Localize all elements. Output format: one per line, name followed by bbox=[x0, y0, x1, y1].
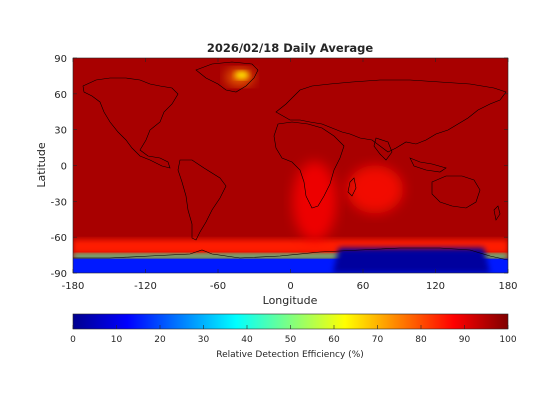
y-axis: 90 60 30 0 -30 -60 -90 bbox=[51, 54, 508, 280]
x-tick-label: -120 bbox=[134, 281, 157, 292]
colorbar-tick-label: 70 bbox=[372, 335, 384, 345]
greenland-core bbox=[234, 71, 249, 80]
x-tick-label: 60 bbox=[357, 281, 370, 292]
coastline-greenland bbox=[195, 61, 259, 93]
y-tick-label: 30 bbox=[54, 126, 67, 137]
coastline-africa bbox=[273, 121, 345, 209]
colorbar-ticks: 0 10 20 30 40 50 60 70 80 90 100 bbox=[70, 325, 517, 345]
colorbar-tick-label: 40 bbox=[241, 335, 253, 345]
y-tick-label: 60 bbox=[54, 90, 67, 101]
y-tick-label: 0 bbox=[61, 162, 67, 173]
field-feature-indian-ocean bbox=[347, 165, 404, 214]
map-plot-area bbox=[73, 58, 508, 273]
x-axis-label: Longitude bbox=[263, 294, 318, 307]
colorbar-label: Relative Detection Efficiency (%) bbox=[216, 350, 364, 360]
antarctic-east-low bbox=[332, 247, 490, 273]
field-features bbox=[73, 69, 508, 273]
coastline-india bbox=[373, 137, 393, 161]
coastline-australia bbox=[431, 175, 481, 209]
chart-title: 2026/02/18 Daily Average bbox=[207, 41, 374, 55]
x-tick-label: 120 bbox=[426, 281, 445, 292]
colorbar-tick-label: 0 bbox=[70, 335, 76, 345]
y-tick-label: -90 bbox=[51, 269, 67, 280]
colorbar-tick-label: 50 bbox=[285, 335, 297, 345]
coastline-madagascar bbox=[347, 177, 357, 197]
x-tick-label: 180 bbox=[498, 281, 517, 292]
coastline-south-america bbox=[177, 159, 227, 241]
coastline-north-america bbox=[82, 77, 179, 169]
coastline-indonesia bbox=[409, 157, 447, 173]
detection-efficiency-field bbox=[73, 58, 508, 273]
y-tick-label: -30 bbox=[51, 197, 67, 208]
y-axis-label: Latitude bbox=[35, 142, 48, 188]
colorbar-tick-label: 60 bbox=[328, 335, 340, 345]
colorbar-tick-label: 80 bbox=[415, 335, 427, 345]
y-tick-label: -60 bbox=[51, 233, 67, 244]
coastline-new-zealand bbox=[493, 205, 501, 221]
colorbar-tick-label: 20 bbox=[154, 335, 166, 345]
x-axis: -180 -120 -60 0 60 120 180 bbox=[62, 58, 518, 292]
field-feature-south-atlantic-africa-band bbox=[292, 161, 337, 242]
colorbar-tick-label: 10 bbox=[111, 335, 123, 345]
x-tick-label: -60 bbox=[210, 281, 226, 292]
colorbar-tick-label: 90 bbox=[459, 335, 471, 345]
antarctic-coast-band bbox=[73, 253, 508, 259]
colorbar-tick-label: 30 bbox=[198, 335, 210, 345]
colorbar-tick-label: 100 bbox=[499, 335, 516, 345]
coastlines bbox=[73, 61, 508, 261]
x-tick-label: -180 bbox=[62, 281, 85, 292]
coastline-eurasia bbox=[275, 79, 507, 153]
y-tick-label: 90 bbox=[54, 54, 67, 65]
x-tick-label: 0 bbox=[287, 281, 293, 292]
coastline-antarctica bbox=[73, 247, 508, 261]
